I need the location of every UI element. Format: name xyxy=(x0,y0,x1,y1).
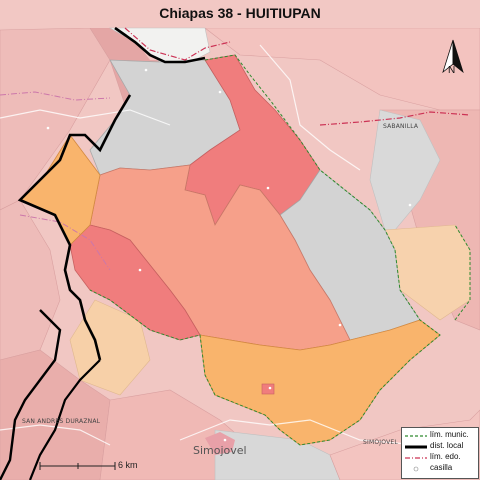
legend-item-district: dist. local xyxy=(404,441,476,452)
thick-black-line-icon xyxy=(405,445,427,449)
casilla-marker xyxy=(46,126,50,130)
casilla-marker xyxy=(218,90,222,94)
road-3 xyxy=(179,419,421,446)
zone-red-west xyxy=(69,224,201,341)
state-limit-east xyxy=(319,111,471,126)
dashed-red-line-icon xyxy=(405,457,427,459)
neighbor-region-ne xyxy=(204,27,480,111)
casilla-marker xyxy=(338,323,342,327)
legend: lím. munic. dist. local lím. edo. casill… xyxy=(401,427,479,479)
municipal-limit-far-east xyxy=(454,224,471,321)
place-label-simojovel: Simojovel xyxy=(193,444,247,457)
dashed-green-line-icon xyxy=(405,435,427,437)
legend-label: lím. edo. xyxy=(430,452,461,461)
place-label-san-andres-duraznal: SAN ANDRES DURAZNAL xyxy=(22,418,101,425)
circle-icon xyxy=(413,466,419,472)
district-boundary-south xyxy=(28,359,101,480)
casilla-marker xyxy=(144,68,148,72)
casilla-marker xyxy=(408,203,412,207)
district-boundary-north xyxy=(114,26,206,64)
legend-label: dist. local xyxy=(430,441,464,450)
legend-item-casilla: casilla xyxy=(404,463,476,474)
state-limit-sw xyxy=(19,214,111,271)
neighbor-region-top xyxy=(0,0,480,60)
town-area-simojovel xyxy=(205,432,235,455)
legend-item-state: lím. edo. xyxy=(404,452,476,463)
legend-item-municipal: lím. munic. xyxy=(404,430,476,441)
district-boundary-west xyxy=(17,94,132,361)
road-2 xyxy=(259,44,361,171)
north-arrow-icon xyxy=(442,39,464,74)
road-4 xyxy=(0,424,111,446)
casilla-marker xyxy=(266,186,270,190)
scale-label: 6 km xyxy=(118,460,138,470)
scale-bar xyxy=(39,462,116,470)
state-limit-west xyxy=(0,91,111,101)
neighbor-region-e-gray xyxy=(369,109,441,231)
legend-label: casilla xyxy=(430,463,453,472)
municipal-limit-east xyxy=(204,54,441,446)
place-label-sabanilla: SABANILLA xyxy=(383,123,419,130)
map-title: Chiapas 38 - HUITIUPAN xyxy=(159,5,321,21)
state-limit-north xyxy=(124,27,231,61)
north-label: N xyxy=(448,65,456,76)
casilla-marker xyxy=(223,438,227,442)
casilla-marker xyxy=(268,386,272,390)
place-label-simojovel-upper: SIMOJOVEL xyxy=(363,439,398,446)
district-boundary-sw xyxy=(0,309,62,480)
legend-label: lím. munic. xyxy=(430,430,469,439)
road-1 xyxy=(0,109,171,126)
casilla-marker xyxy=(138,268,142,272)
casilla-markers xyxy=(46,68,412,442)
zone-red-small xyxy=(261,383,275,395)
municipal-limit-south xyxy=(89,289,281,431)
